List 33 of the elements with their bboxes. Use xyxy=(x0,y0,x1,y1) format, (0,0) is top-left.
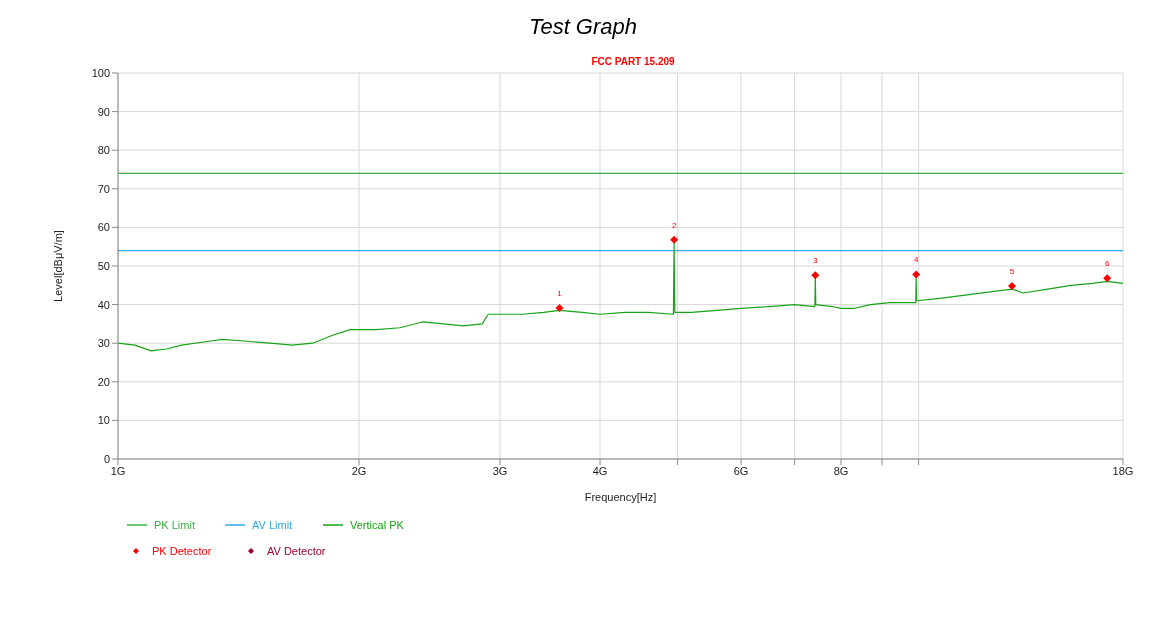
y-tick-label: 50 xyxy=(97,259,110,272)
legend-label: AV Detector xyxy=(267,545,326,557)
x-tick-label: 2G xyxy=(351,464,367,477)
x-tick-label: 8G xyxy=(833,464,849,477)
chart-subtitle: FCC PART 15.209 xyxy=(590,56,676,67)
y-tick-label: 80 xyxy=(97,144,110,157)
annotation: 6 xyxy=(1104,259,1110,269)
legend-label: AV Limit xyxy=(252,519,293,531)
x-tick-label: 4G xyxy=(592,464,608,477)
y-tick-label: 60 xyxy=(97,221,110,234)
y-tick-label: 0 xyxy=(103,452,110,465)
x-tick-label: 6G xyxy=(733,464,749,477)
annotation: 4 xyxy=(913,255,919,265)
y-tick-label: 30 xyxy=(97,337,110,350)
chart-title: Test Graph xyxy=(528,14,638,40)
annotation: 3 xyxy=(813,256,819,266)
annotation: 5 xyxy=(1009,267,1015,277)
y-axis-title: Level[dBμV/m] xyxy=(51,230,64,302)
y-tick-label: 90 xyxy=(97,105,110,118)
y-tick-label: 100 xyxy=(91,66,110,79)
legend-label: PK Limit xyxy=(154,519,195,531)
y-tick-label: 70 xyxy=(97,182,110,195)
legend-label: PK Detector xyxy=(152,545,212,557)
y-tick-label: 40 xyxy=(97,298,110,311)
annotation: 1 xyxy=(557,289,563,299)
annotation: 2 xyxy=(671,220,677,230)
x-axis-title: Frequency[Hz] xyxy=(584,491,657,503)
x-tick-label: 3G xyxy=(492,464,508,477)
x-tick-label: 1G xyxy=(110,464,126,477)
y-tick-label: 10 xyxy=(97,414,110,427)
legend-label: Vertical PK xyxy=(350,519,404,531)
y-tick-label: 20 xyxy=(97,375,110,388)
x-tick-label: 18G xyxy=(1112,464,1134,477)
